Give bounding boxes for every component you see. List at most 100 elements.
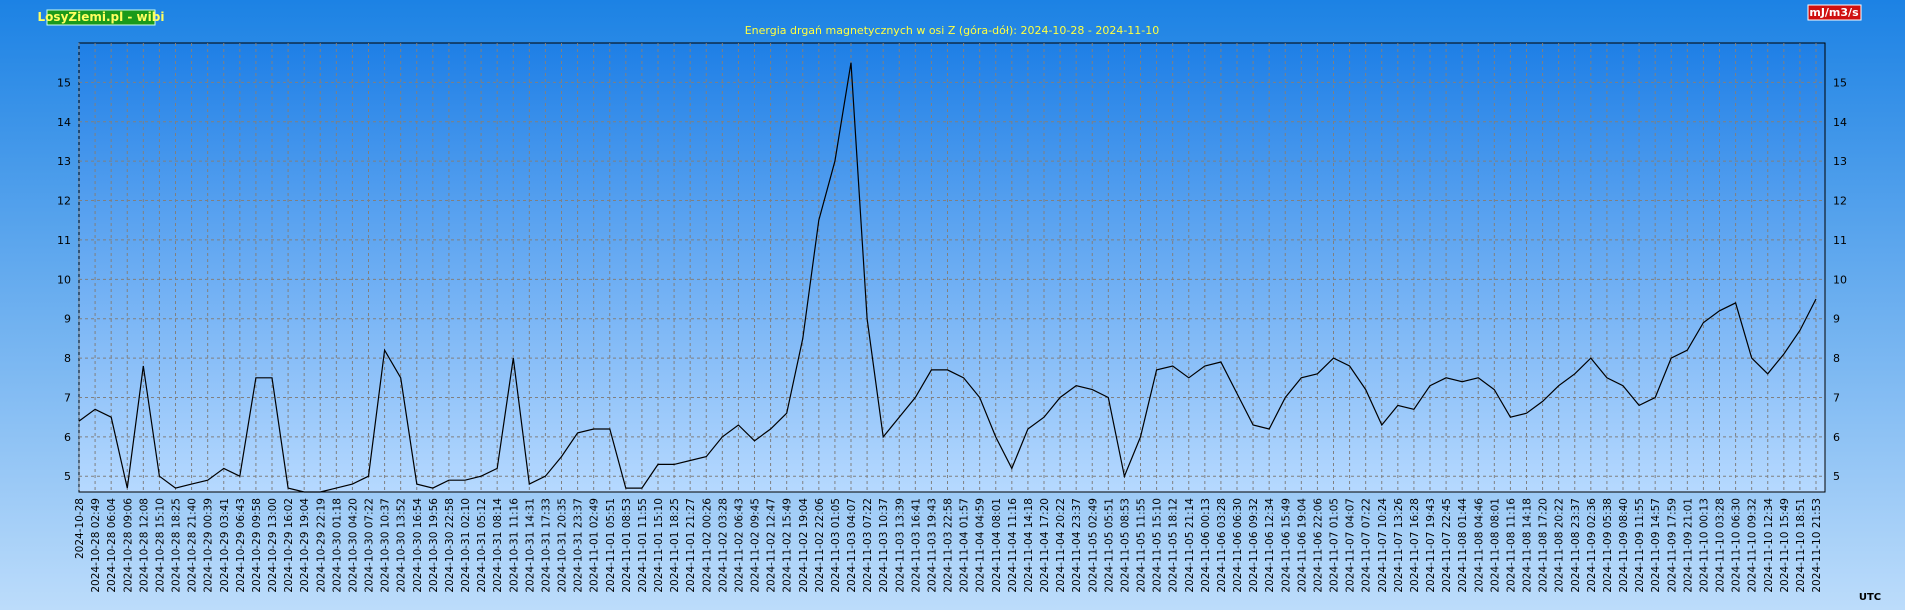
x-tick-label: 2024-11-09 05:38 <box>1602 498 1614 593</box>
x-tick-label: 2024-10-29 00:39 <box>203 498 215 593</box>
x-tick-label: 2024-11-05 02:49 <box>1087 498 1099 593</box>
x-tick-label: 2024-11-10 06:30 <box>1731 498 1743 593</box>
x-tick-label: 2024-11-04 08:01 <box>991 498 1003 593</box>
x-tick-label: 2024-11-02 12:47 <box>766 498 778 593</box>
x-tick-label: 2024-11-07 10:24 <box>1377 498 1389 593</box>
x-tick-label: 2024-10-28 18:25 <box>171 498 183 593</box>
x-tick-label: 2024-10-30 22:58 <box>444 498 456 593</box>
x-tick-label: 2024-10-30 07:22 <box>364 498 376 593</box>
x-tick-label: 2024-10-30 04:20 <box>347 498 359 593</box>
x-tick-label: 2024-11-08 01:44 <box>1457 498 1469 593</box>
x-tick-label: 2024-10-31 08:14 <box>492 498 504 593</box>
y-tick-label: 10 <box>57 273 71 286</box>
x-tick-label: 2024-10-31 05:12 <box>476 498 488 593</box>
x-tick-label: 2024-10-28 15:10 <box>154 498 166 593</box>
x-tick-label: 2024-11-07 13:26 <box>1393 498 1405 593</box>
y-tick-label: 14 <box>57 116 71 129</box>
y-tick-label: 8 <box>64 352 71 365</box>
x-tick-label: 2024-11-08 08:01 <box>1489 498 1501 593</box>
line-series <box>78 62 1817 493</box>
x-tick-label: 2024-11-01 05:51 <box>605 498 617 593</box>
plot-area <box>78 42 1826 493</box>
x-tick-label: 2024-11-02 00:26 <box>701 498 713 593</box>
x-tick-label: 2024-11-09 21:01 <box>1682 498 1694 593</box>
x-tick-label: 2024-11-01 02:49 <box>589 498 601 593</box>
brand: LosyZiemi.pl - wibi <box>38 10 165 24</box>
x-tick-label: 2024-10-28 02:49 <box>90 498 102 593</box>
x-tick-label: 2024-11-05 11:55 <box>1136 498 1148 593</box>
x-tick-label: 2024-11-08 23:37 <box>1570 498 1582 593</box>
chart-title: Energia drgań magnetycznych w osi Z (gór… <box>745 24 1160 37</box>
x-tick-label: 2024-10-29 22:19 <box>315 498 327 593</box>
x-tick-label: 2024-10-30 01:18 <box>331 498 343 593</box>
x-tick-label: 2024-11-03 07:22 <box>862 498 874 593</box>
timezone-label: UTC <box>1859 592 1881 603</box>
x-tick-label: 2024-11-09 08:40 <box>1618 498 1630 593</box>
y-tick-label: 15 <box>57 76 71 89</box>
x-tick-label: 2024-11-02 03:28 <box>717 498 729 593</box>
x-tick-label: 2024-11-01 11:55 <box>637 498 649 593</box>
x-tick-label: 2024-11-06 03:28 <box>1216 498 1228 593</box>
x-tick-label: 2024-11-06 19:04 <box>1296 498 1308 593</box>
x-tick-label: 2024-11-06 15:49 <box>1280 498 1292 593</box>
y-tick-label: 5 <box>64 470 71 483</box>
x-tick-label: 2024-11-04 20:22 <box>1055 498 1067 593</box>
x-tick-label: 2024-11-09 02:36 <box>1586 498 1598 593</box>
x-tick-label: 2024-10-30 10:37 <box>380 498 392 593</box>
x-tick-label: 2024-10-31 17:33 <box>540 498 552 593</box>
y-tick-label-right: 8 <box>1833 352 1840 365</box>
x-tick-label: 2024-10-31 11:16 <box>508 498 520 593</box>
y-tick-label-right: 10 <box>1833 273 1847 286</box>
x-tick-label: 2024-10-29 16:02 <box>283 498 295 593</box>
x-tick-label: 2024-11-08 14:18 <box>1522 498 1534 593</box>
unit-label: mJ/m3/s <box>1809 6 1859 19</box>
x-tick-label: 2024-11-06 22:06 <box>1312 498 1324 593</box>
x-tick-label: 2024-11-05 05:51 <box>1103 498 1115 593</box>
x-tick-label: 2024-11-10 09:32 <box>1747 498 1759 593</box>
y-tick-label: 6 <box>64 431 71 444</box>
y-tick-label: 9 <box>64 313 71 326</box>
x-tick-label: 2024-10-31 20:35 <box>557 498 569 593</box>
y-tick-label-right: 12 <box>1833 195 1847 208</box>
x-tick-label: 2024-10-30 16:54 <box>412 498 424 593</box>
x-tick-label: 2024-10-28 21:40 <box>187 498 199 593</box>
x-tick-label: 2024-11-02 15:49 <box>782 498 794 593</box>
y-tick-label: 12 <box>57 195 71 208</box>
x-tick-label: 2024-11-09 14:57 <box>1650 498 1662 593</box>
x-tick-label: 2024-11-05 08:53 <box>1119 498 1131 593</box>
x-tick-label: 2024-11-09 17:59 <box>1666 498 1678 593</box>
y-tick-label-right: 11 <box>1833 234 1847 247</box>
x-tick-label: 2024-10-29 06:43 <box>235 498 247 593</box>
x-tick-label: 2024-11-07 07:22 <box>1361 498 1373 593</box>
y-tick-label-right: 5 <box>1833 470 1840 483</box>
x-tick-label: 2024-11-10 15:49 <box>1779 498 1791 593</box>
x-tick-label: 2024-11-02 19:04 <box>798 498 810 593</box>
x-tick-label: 2024-10-28 06:04 <box>106 498 118 593</box>
x-tick-label: 2024-11-06 06:30 <box>1232 498 1244 593</box>
x-tick-label: 2024-11-03 16:41 <box>910 498 922 593</box>
x-tick-label: 2024-11-07 16:28 <box>1409 498 1421 593</box>
x-tick-label: 2024-10-28 09:06 <box>122 498 134 593</box>
x-tick-label: 2024-11-01 21:27 <box>685 498 697 593</box>
x-tick-label: 2024-11-03 13:39 <box>894 498 906 593</box>
x-tick-label: 2024-11-01 15:10 <box>653 498 665 593</box>
x-tick-label: 2024-11-06 12:34 <box>1264 498 1276 593</box>
x-tick-label: 2024-11-03 04:07 <box>846 498 858 593</box>
x-tick-label: 2024-11-07 22:45 <box>1441 498 1453 593</box>
y-tick-label-right: 9 <box>1833 313 1840 326</box>
y-tick-label: 7 <box>64 391 71 404</box>
x-tick-label: 2024-11-07 04:07 <box>1345 498 1357 593</box>
x-tick-label: 2024-11-02 09:45 <box>750 498 762 593</box>
x-tick-label: 2024-11-01 18:25 <box>669 498 681 593</box>
x-tick-label: 2024-11-02 06:43 <box>733 498 745 593</box>
x-tick-label: 2024-11-03 19:43 <box>926 498 938 593</box>
x-tick-label: 2024-11-03 10:37 <box>878 498 890 593</box>
y-tick-label: 13 <box>57 155 71 168</box>
x-tick-label: 2024-11-09 11:55 <box>1634 498 1646 593</box>
x-tick-label: 2024-10-31 02:10 <box>460 498 472 593</box>
x-tick-label: 2024-11-02 22:06 <box>814 498 826 593</box>
x-tick-label: 2024-11-01 08:53 <box>621 498 633 593</box>
x-tick-label: 2024-11-08 20:22 <box>1554 498 1566 593</box>
brand-badge <box>46 9 156 26</box>
